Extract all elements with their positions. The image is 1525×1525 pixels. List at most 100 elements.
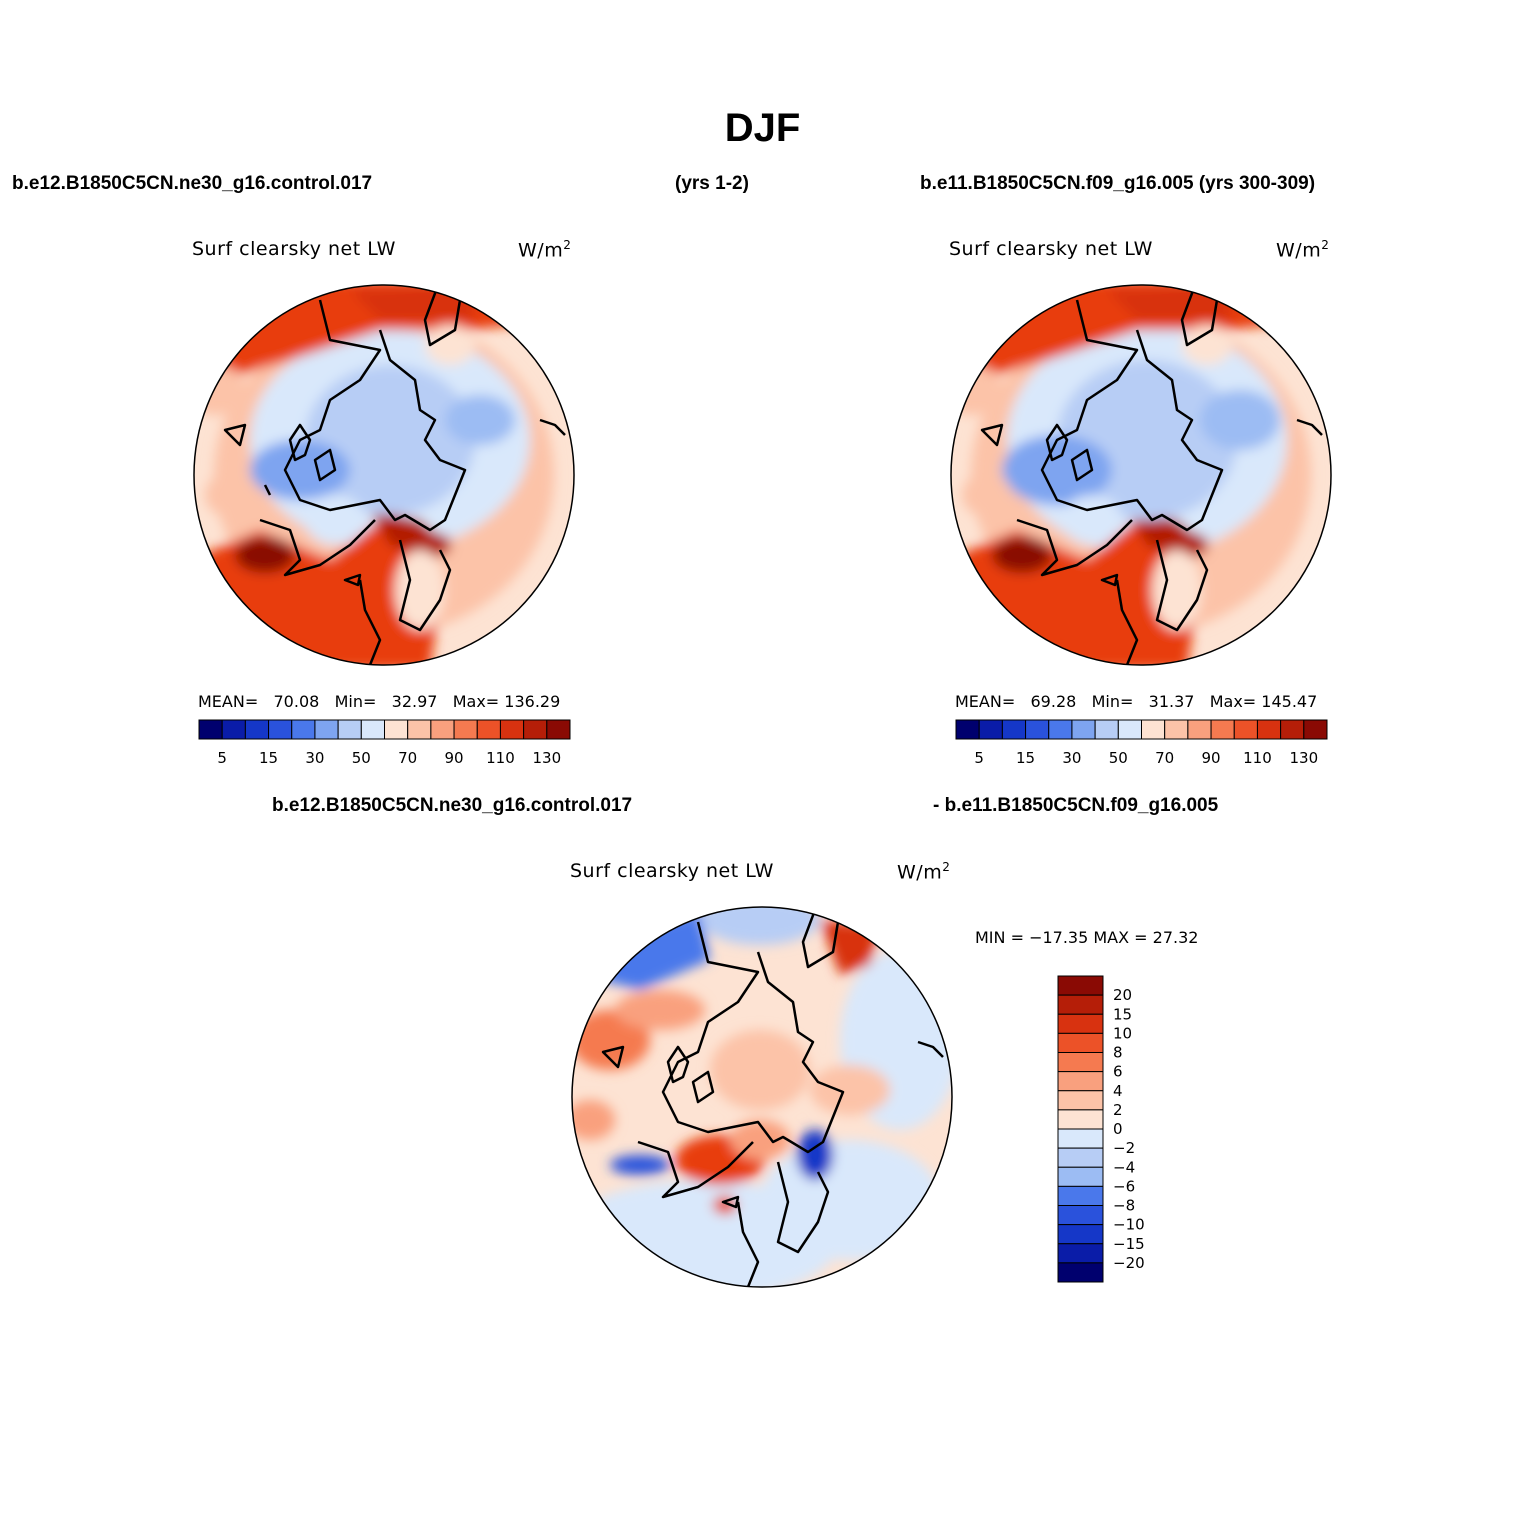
colorbar-label: −2 bbox=[1113, 1139, 1135, 1157]
panel3-title: Surf clearsky net LW bbox=[570, 860, 774, 882]
colorbar-label: −8 bbox=[1113, 1197, 1135, 1215]
colorbar-box bbox=[384, 719, 409, 740]
colorbar-label: 8 bbox=[1113, 1044, 1123, 1062]
colorbar-label: 30 bbox=[1062, 749, 1081, 767]
colorbar-label: 130 bbox=[1289, 749, 1318, 767]
colorbar-box bbox=[1057, 1090, 1104, 1111]
colorbar-label: −15 bbox=[1113, 1235, 1145, 1253]
colorbar-label: 10 bbox=[1113, 1024, 1132, 1042]
colorbar-box bbox=[1210, 719, 1235, 740]
panel3-map bbox=[572, 907, 952, 1287]
colorbar-box bbox=[1057, 1262, 1104, 1283]
colorbar-box bbox=[244, 719, 270, 740]
colorbar-label: 70 bbox=[398, 749, 417, 767]
figure-title: DJF bbox=[724, 106, 801, 150]
colorbar-label: 15 bbox=[259, 749, 278, 767]
colorbar-box bbox=[1057, 1185, 1104, 1206]
colorbar-box bbox=[1057, 1013, 1104, 1034]
colorbar-label: 2 bbox=[1113, 1101, 1123, 1119]
colorbar-box bbox=[1057, 1071, 1104, 1092]
colorbar-box bbox=[499, 719, 525, 740]
colorbar-label: 4 bbox=[1113, 1082, 1123, 1100]
colorbar-box bbox=[1057, 1224, 1104, 1245]
colorbar-label: 15 bbox=[1016, 749, 1035, 767]
colorbar-label: 110 bbox=[486, 749, 515, 767]
colorbar-box bbox=[1141, 719, 1166, 740]
panel1-units: W/m2 bbox=[518, 238, 572, 262]
colorbar-box bbox=[1057, 1166, 1104, 1187]
colorbar-box bbox=[268, 719, 293, 740]
panel1-map bbox=[194, 285, 574, 665]
colorbar-box bbox=[1057, 1032, 1104, 1053]
case1-name: b.e12.B1850C5CN.ne30_g16.control.017 bbox=[12, 173, 373, 194]
colorbar-label: 30 bbox=[305, 749, 324, 767]
panel1-stats: MEAN= 70.08 Min= 32.97 Max= 136.29 bbox=[198, 692, 561, 711]
panel2-colorbar: 5 15 30 50 70 90 110 130 bbox=[955, 719, 1328, 767]
colorbar-box bbox=[1094, 719, 1119, 740]
panel2-title: Surf clearsky net LW bbox=[949, 238, 1153, 260]
panel3-border bbox=[571, 906, 953, 1288]
colorbar-label: −20 bbox=[1113, 1254, 1145, 1272]
colorbar-label: 50 bbox=[1109, 749, 1128, 767]
colorbar-box bbox=[221, 719, 246, 740]
colorbar-box bbox=[978, 719, 1003, 740]
colorbar-box bbox=[523, 719, 548, 740]
colorbar-box bbox=[1057, 1128, 1104, 1149]
colorbar-box bbox=[453, 719, 478, 740]
colorbar-box bbox=[198, 719, 223, 740]
panel3-units: W/m2 bbox=[897, 860, 951, 884]
colorbar-box bbox=[1025, 719, 1050, 740]
colorbar-box bbox=[955, 719, 980, 740]
colorbar-box bbox=[314, 719, 339, 740]
colorbar-box bbox=[360, 719, 385, 740]
colorbar-box bbox=[1280, 719, 1305, 740]
colorbar-box bbox=[1057, 975, 1104, 996]
colorbar-box bbox=[1256, 719, 1282, 740]
colorbar-box bbox=[337, 719, 362, 740]
colorbar-label: 6 bbox=[1113, 1063, 1123, 1081]
colorbar-label: −4 bbox=[1113, 1158, 1135, 1176]
colorbar-label: −10 bbox=[1113, 1216, 1145, 1234]
panel1-border bbox=[193, 284, 575, 666]
colorbar-label: 20 bbox=[1113, 986, 1132, 1004]
colorbar-box bbox=[1057, 1243, 1104, 1264]
panel3-minmax: MIN = −17.35 MAX = 27.32 bbox=[975, 928, 1199, 947]
case2-name: b.e11.B1850C5CN.f09_g16.005 (yrs 300-309… bbox=[920, 173, 1316, 194]
colorbar-label: 110 bbox=[1243, 749, 1272, 767]
colorbar-label: 5 bbox=[217, 749, 227, 767]
colorbar-box bbox=[430, 719, 455, 740]
colorbar-label: 15 bbox=[1113, 1005, 1132, 1023]
colorbar-box bbox=[1057, 1109, 1104, 1130]
colorbar-label: 5 bbox=[974, 749, 984, 767]
colorbar-box bbox=[1164, 719, 1189, 740]
colorbar-box bbox=[546, 719, 571, 740]
colorbar-label: 90 bbox=[1202, 749, 1221, 767]
colorbar-box bbox=[1057, 1147, 1104, 1168]
panel2-map bbox=[951, 285, 1331, 665]
colorbar-box bbox=[1071, 719, 1096, 740]
colorbar-box bbox=[1303, 719, 1328, 740]
panel1-title: Surf clearsky net LW bbox=[192, 238, 396, 260]
colorbar-label: 70 bbox=[1155, 749, 1174, 767]
colorbar-box bbox=[1057, 994, 1104, 1015]
colorbar-box bbox=[1001, 719, 1027, 740]
panel2-border bbox=[950, 284, 1332, 666]
colorbar-label: 50 bbox=[352, 749, 371, 767]
diff-left-name: b.e12.B1850C5CN.ne30_g16.control.017 bbox=[272, 795, 633, 816]
colorbar-label: 130 bbox=[532, 749, 561, 767]
panel2-units: W/m2 bbox=[1276, 238, 1330, 262]
colorbar-box bbox=[407, 719, 432, 740]
colorbar-box bbox=[1187, 719, 1212, 740]
panel2-stats: MEAN= 69.28 Min= 31.37 Max= 145.47 bbox=[955, 692, 1318, 711]
colorbar-box bbox=[1117, 719, 1142, 740]
colorbar-label: 0 bbox=[1113, 1120, 1123, 1138]
colorbar-box bbox=[1057, 1205, 1104, 1226]
panel1-colorbar: 5 15 30 50 70 90 110 130 bbox=[198, 719, 571, 767]
colorbar-box bbox=[1233, 719, 1258, 740]
case1-years: (yrs 1-2) bbox=[675, 173, 749, 194]
colorbar-box bbox=[291, 719, 316, 740]
colorbar-box bbox=[476, 719, 501, 740]
colorbar-label: 90 bbox=[445, 749, 464, 767]
